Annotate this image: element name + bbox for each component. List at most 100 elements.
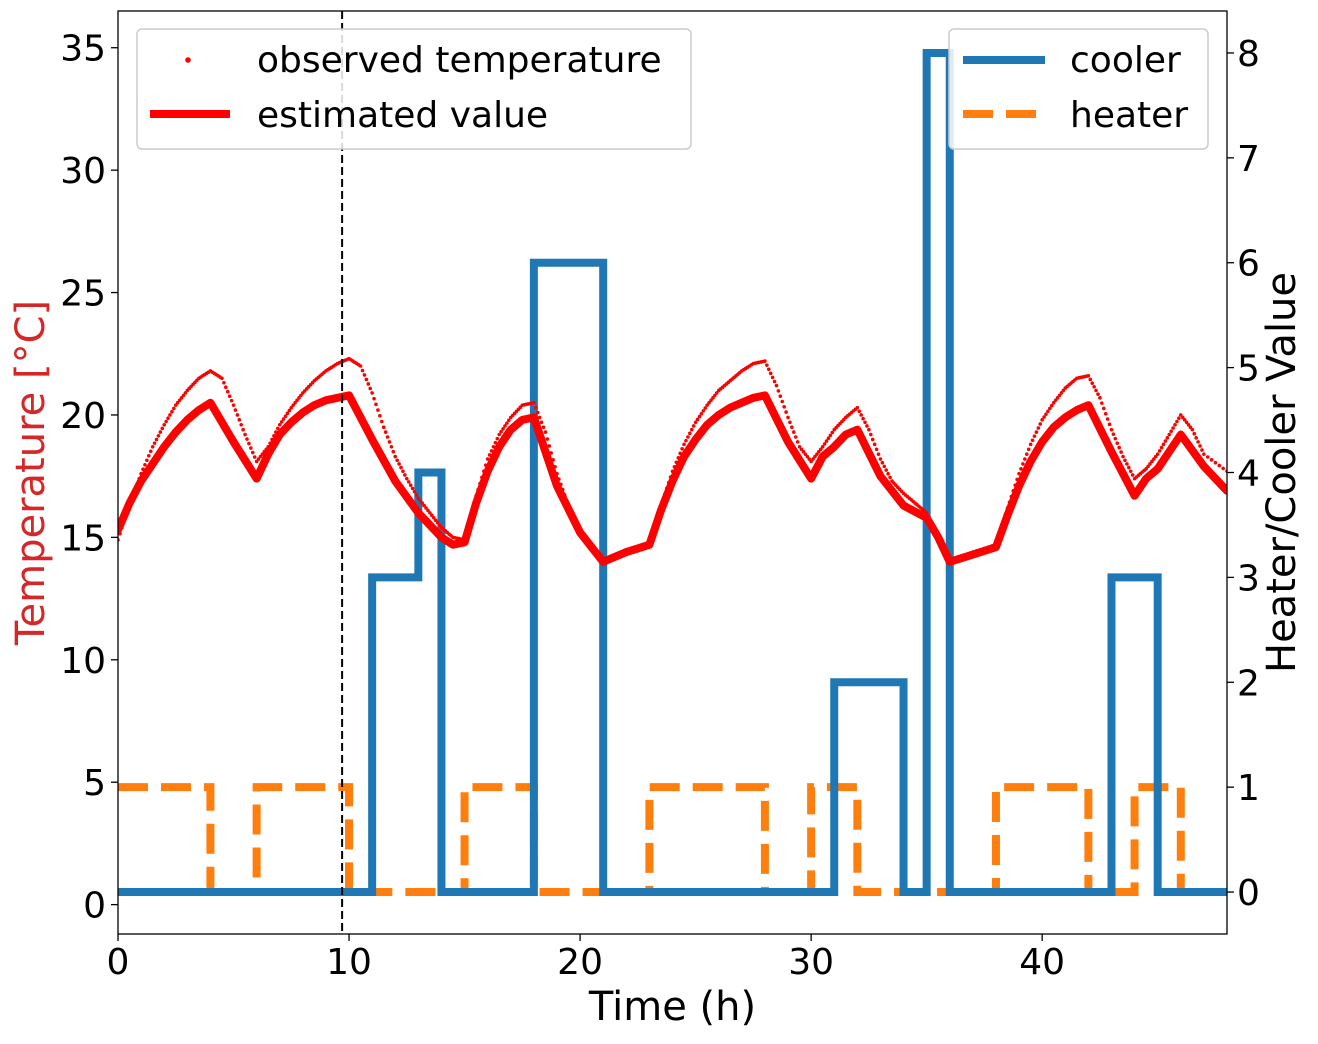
observed-point <box>483 463 488 467</box>
observed-point <box>647 545 652 549</box>
observed-point <box>1169 429 1173 434</box>
legend-layer: observed temperature estimated value coole… <box>136 28 1209 150</box>
observed-point <box>998 530 1002 535</box>
observed-point <box>395 458 399 463</box>
observed-point <box>1153 454 1158 459</box>
observed-point <box>666 480 671 485</box>
observed-point <box>822 442 827 446</box>
observed-point <box>678 451 683 456</box>
observed-point <box>1036 426 1041 430</box>
observed-point <box>260 452 265 456</box>
legend-left: observed temperature estimated value <box>136 28 692 150</box>
observed-point <box>158 430 163 434</box>
observed-point <box>772 379 777 384</box>
observed-point <box>826 436 831 441</box>
observed-point <box>1109 427 1114 432</box>
observed-point <box>1205 455 1210 459</box>
observed-point <box>472 501 476 505</box>
observed-point <box>680 447 684 451</box>
observed-point <box>938 539 942 544</box>
y-left-tick-label: 15 <box>60 518 106 559</box>
observed-point <box>1009 494 1014 499</box>
observed-point <box>1128 469 1133 474</box>
observed-point <box>416 496 421 501</box>
observed-point <box>707 400 711 405</box>
observed-point <box>431 515 436 520</box>
observed-point <box>932 527 937 532</box>
observed-point <box>297 396 301 400</box>
observed-point <box>422 503 426 508</box>
observed-point <box>865 424 869 428</box>
observed-point <box>137 476 141 481</box>
observed-point <box>768 371 773 376</box>
observed-point <box>495 436 500 441</box>
observed-point <box>220 376 224 381</box>
observed-point <box>466 523 471 527</box>
observed-point <box>420 501 425 505</box>
observed-point <box>585 542 590 546</box>
observed-point <box>951 558 956 563</box>
observed-point <box>672 464 677 469</box>
observed-point <box>1057 393 1062 398</box>
observed-point <box>1190 427 1195 432</box>
observed-point <box>405 476 409 481</box>
observed-point <box>385 435 390 439</box>
observed-point <box>872 442 877 447</box>
observed-point <box>233 408 238 412</box>
observed-point <box>143 462 147 467</box>
observed-point <box>817 449 821 454</box>
estimated-value-line <box>118 391 1227 566</box>
observed-point <box>135 481 140 486</box>
observed-point <box>884 468 889 472</box>
observed-point <box>878 457 883 461</box>
observed-point <box>148 449 153 454</box>
observed-point <box>632 550 636 554</box>
observed-point <box>426 508 430 513</box>
observed-point <box>936 535 940 540</box>
observed-point <box>1034 430 1039 434</box>
observed-point <box>944 551 948 556</box>
observed-point <box>568 508 573 512</box>
observed-point <box>1217 463 1222 468</box>
observed-point <box>1146 464 1150 469</box>
observed-point <box>705 403 709 407</box>
observed-point <box>150 444 155 449</box>
observed-point <box>1157 449 1162 453</box>
observed-point <box>482 469 486 474</box>
observed-point <box>545 437 550 441</box>
observed-point <box>1046 409 1050 414</box>
observed-point <box>639 547 644 552</box>
observed-point <box>580 533 584 538</box>
observed-point <box>177 398 182 403</box>
observed-point <box>857 409 862 414</box>
observed-point <box>1163 439 1168 443</box>
observed-point <box>703 406 708 410</box>
observed-point <box>266 444 270 449</box>
observed-point <box>231 403 236 407</box>
observed-point <box>876 452 881 456</box>
observed-point <box>886 471 890 476</box>
observed-point <box>824 439 829 443</box>
observed-point <box>809 459 813 464</box>
observed-point <box>940 543 944 548</box>
observed-point <box>1040 418 1044 422</box>
observed-point <box>376 408 380 412</box>
observed-point <box>487 453 492 457</box>
observed-point <box>485 457 490 461</box>
observed-point <box>183 391 188 395</box>
observed-point <box>605 558 609 563</box>
cooler-line <box>118 48 1227 897</box>
observed-point <box>279 420 284 424</box>
observed-point <box>784 410 788 414</box>
observed-point <box>403 473 407 477</box>
observed-point <box>818 447 823 452</box>
observed-point <box>1155 452 1160 456</box>
observed-point <box>156 433 161 438</box>
observed-point <box>489 449 494 453</box>
observed-point <box>676 456 681 460</box>
observed-point <box>272 433 276 438</box>
observed-point <box>711 396 715 400</box>
observed-point <box>1188 425 1193 430</box>
observed-point <box>578 530 582 535</box>
observed-point <box>776 389 781 393</box>
